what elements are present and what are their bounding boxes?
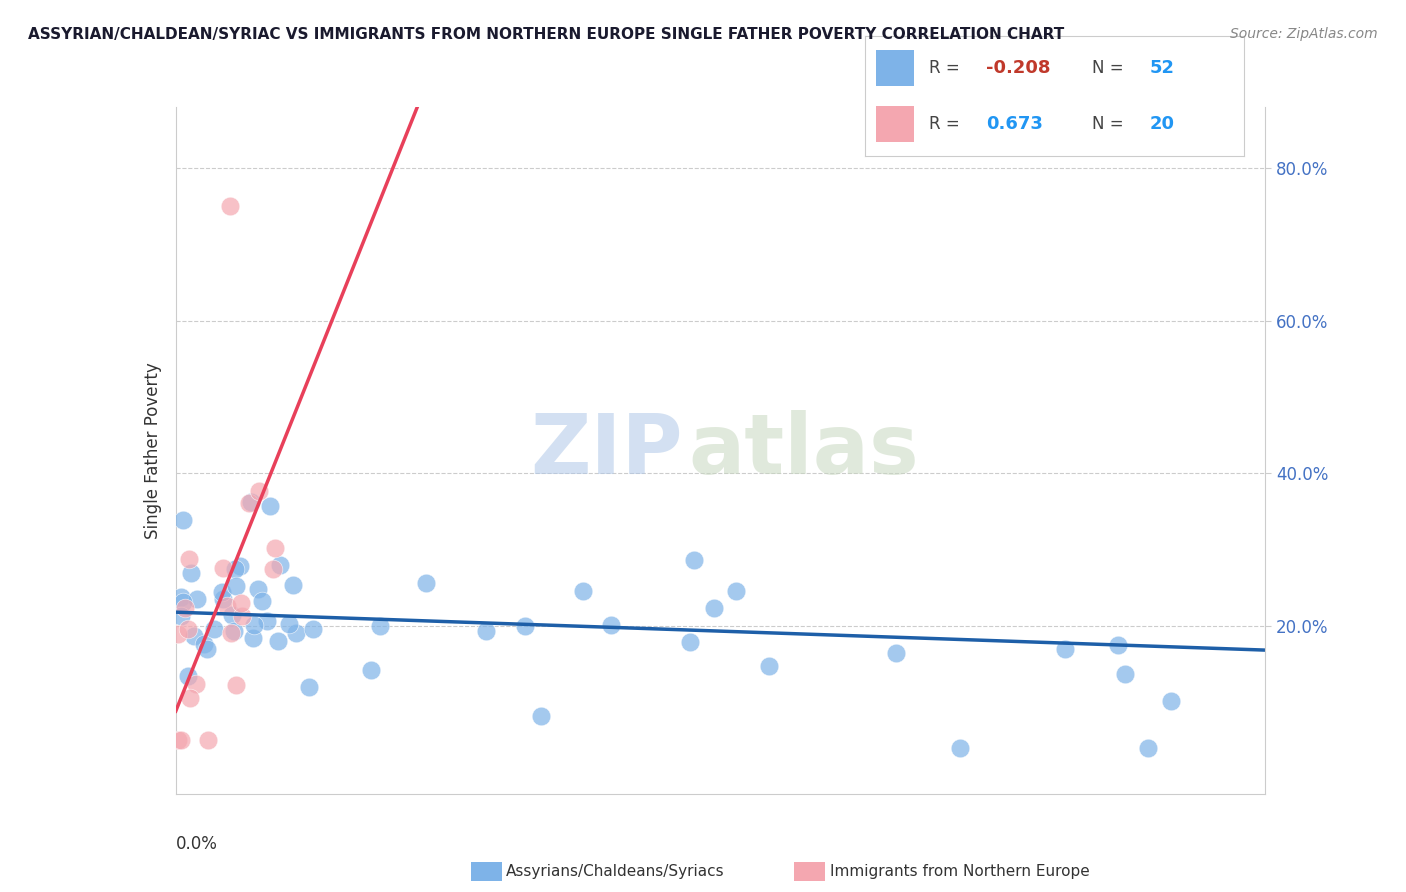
Point [262, 562, 284, 576]
Point [949, 741, 972, 756]
Text: N =: N = [1092, 59, 1129, 78]
Text: ASSYRIAN/CHALDEAN/SYRIAC VS IMMIGRANTS FROM NORTHERN EUROPE SINGLE FATHER POVERT: ASSYRIAN/CHALDEAN/SYRIAC VS IMMIGRANTS F… [28, 27, 1064, 42]
Point [703, 601, 725, 615]
Point [229, 596, 252, 610]
Text: atlas: atlas [688, 410, 918, 491]
Point [212, 591, 235, 606]
Text: 0.0%: 0.0% [176, 835, 218, 853]
Text: R =: R = [929, 114, 966, 133]
Point [298, 680, 321, 694]
Point [224, 562, 246, 576]
Point [1137, 741, 1160, 756]
Point [225, 579, 247, 593]
Point [177, 551, 200, 566]
Text: ZIP: ZIP [530, 410, 682, 491]
Point [219, 199, 242, 213]
Point [170, 590, 193, 604]
Point [224, 624, 246, 638]
Point [301, 622, 323, 636]
Point [599, 618, 621, 632]
Point [1160, 694, 1182, 708]
Text: R =: R = [929, 59, 966, 78]
Point [475, 624, 498, 639]
Point [183, 630, 205, 644]
Point [167, 627, 190, 641]
Text: N =: N = [1092, 114, 1129, 133]
Y-axis label: Single Father Poverty: Single Father Poverty [143, 362, 162, 539]
Point [250, 594, 273, 608]
Point [219, 625, 242, 640]
Point [173, 513, 195, 527]
Point [724, 584, 747, 599]
Point [277, 616, 299, 631]
Point [1107, 639, 1129, 653]
Point [679, 635, 702, 649]
Point [174, 600, 197, 615]
Text: -0.208: -0.208 [986, 59, 1050, 78]
Point [683, 553, 706, 567]
Point [360, 663, 382, 677]
Point [572, 584, 595, 599]
Point [228, 559, 250, 574]
Point [285, 626, 308, 640]
Point [884, 646, 907, 660]
Point [1114, 667, 1136, 681]
Point [415, 575, 437, 590]
Point [211, 561, 233, 575]
Point [176, 622, 198, 636]
Point [238, 496, 260, 510]
Point [177, 669, 200, 683]
Text: Immigrants from Northern Europe: Immigrants from Northern Europe [830, 864, 1090, 879]
Point [530, 709, 553, 723]
Point [246, 582, 269, 597]
Point [368, 619, 391, 633]
Point [211, 585, 233, 599]
Point [281, 578, 304, 592]
Point [186, 591, 208, 606]
Point [513, 619, 536, 633]
Point [239, 495, 262, 509]
Point [758, 659, 780, 673]
Point [231, 608, 253, 623]
Point [256, 615, 278, 629]
Point [170, 609, 193, 624]
Point [215, 599, 238, 613]
Point [186, 676, 208, 690]
Point [170, 733, 193, 747]
Point [243, 618, 266, 632]
Text: 52: 52 [1150, 59, 1174, 78]
Point [259, 500, 281, 514]
Point [264, 541, 287, 555]
Text: 0.673: 0.673 [986, 114, 1043, 133]
Point [1053, 642, 1076, 657]
Point [242, 631, 264, 645]
Text: Assyrians/Chaldeans/Syriacs: Assyrians/Chaldeans/Syriacs [506, 864, 724, 879]
Point [221, 608, 243, 623]
FancyBboxPatch shape [876, 50, 914, 87]
Point [167, 733, 190, 747]
Point [247, 484, 270, 499]
Point [202, 623, 225, 637]
Point [179, 690, 201, 705]
Point [225, 678, 247, 692]
Point [180, 566, 202, 580]
Point [172, 595, 194, 609]
Text: Source: ZipAtlas.com: Source: ZipAtlas.com [1230, 27, 1378, 41]
Point [195, 642, 218, 657]
Text: 20: 20 [1150, 114, 1174, 133]
Point [267, 633, 290, 648]
Point [193, 637, 215, 651]
Point [269, 558, 291, 572]
Point [197, 733, 219, 747]
FancyBboxPatch shape [876, 105, 914, 142]
